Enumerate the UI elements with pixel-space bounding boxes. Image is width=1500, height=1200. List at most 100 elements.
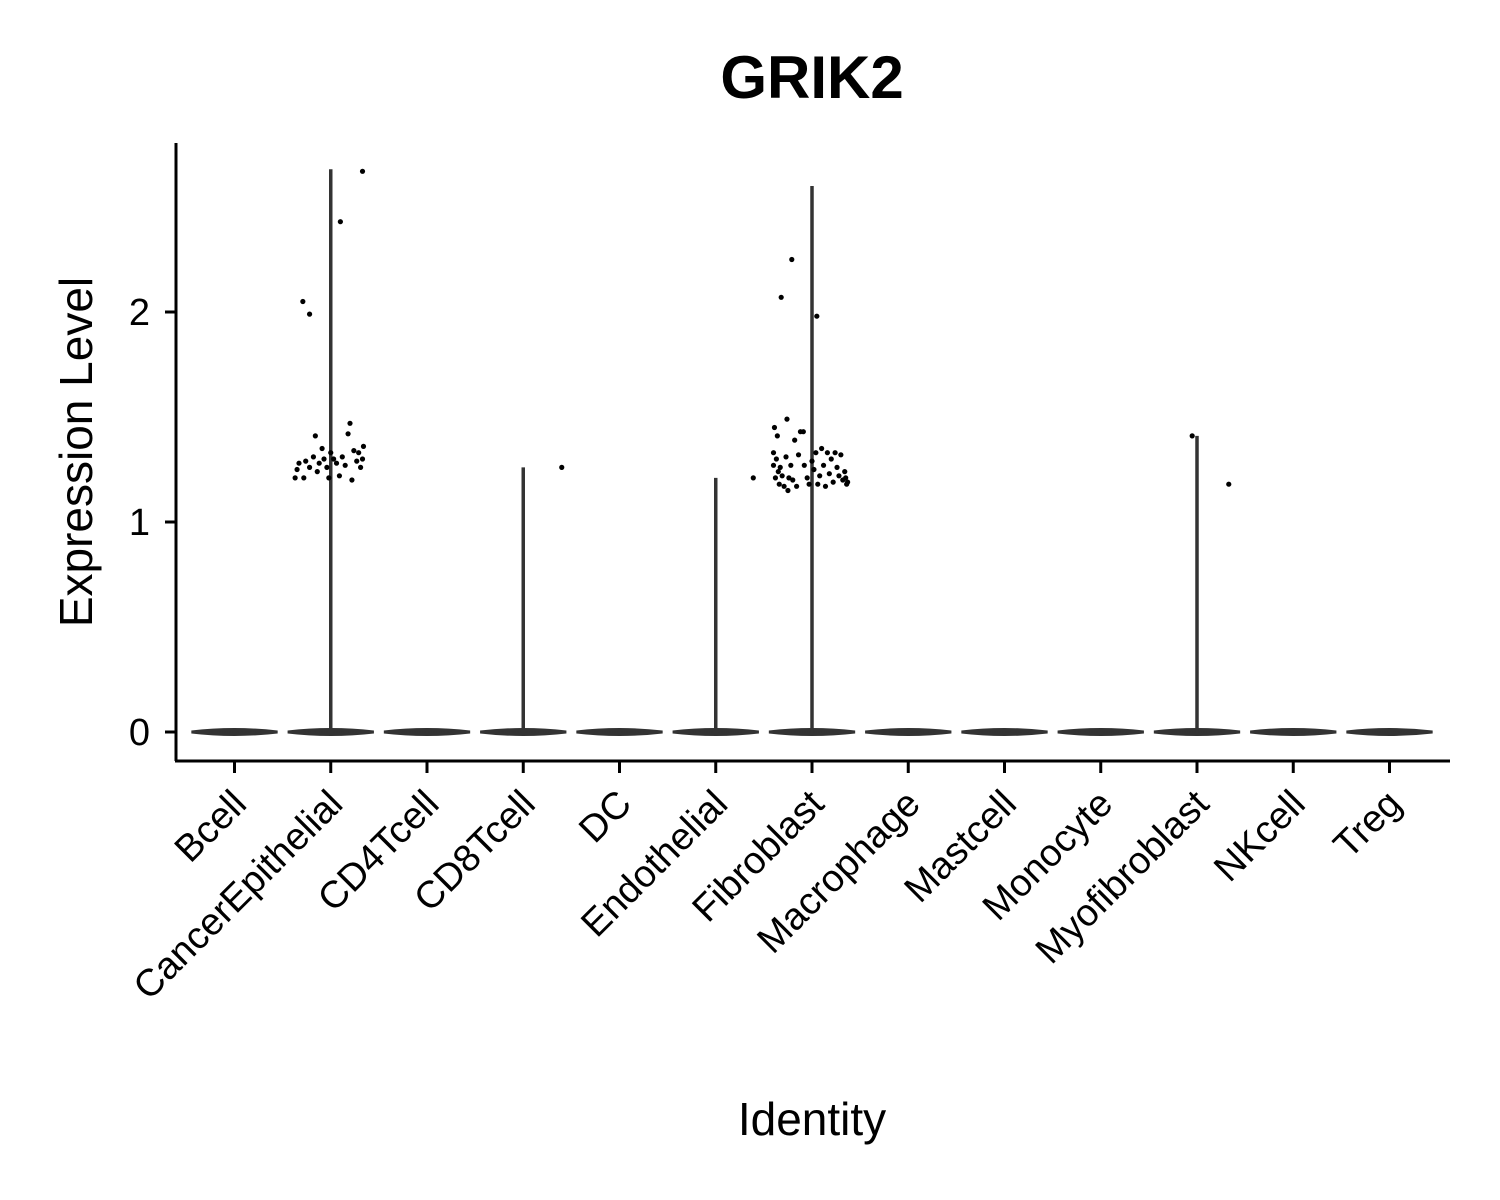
violin-base-treg [1346, 728, 1433, 736]
data-point [815, 481, 821, 487]
data-point [789, 256, 795, 263]
data-point [306, 311, 313, 317]
data-point [301, 475, 307, 481]
data-point [778, 294, 784, 300]
data-point [779, 473, 785, 479]
data-point [785, 487, 791, 494]
data-point [324, 464, 330, 470]
data-point [300, 298, 306, 305]
data-point [842, 469, 848, 475]
data-point [1226, 481, 1232, 487]
data-point [784, 416, 790, 422]
data-point [830, 479, 836, 485]
violin-base-cd4tcell [383, 728, 471, 736]
data-point [345, 431, 351, 437]
data-point [820, 462, 827, 468]
data-point [360, 443, 367, 449]
data-point [357, 464, 364, 470]
data-point [775, 469, 781, 475]
data-point [772, 475, 779, 481]
data-point [832, 450, 838, 456]
data-point [356, 450, 362, 456]
y-axis-label: Expression Level [50, 277, 102, 627]
data-point [773, 456, 779, 462]
data-point [312, 433, 318, 439]
data-point [776, 481, 782, 487]
data-point [800, 429, 806, 435]
data-point [750, 475, 756, 481]
data-point [804, 475, 810, 481]
data-point [790, 477, 796, 483]
data-point [822, 483, 829, 489]
data-point [786, 475, 792, 481]
data-point [806, 481, 812, 487]
y-axis-ticks: 0 1 2 [129, 292, 176, 754]
y-tick-label: 0 [129, 712, 150, 754]
violin-base-bcell [191, 728, 278, 736]
data-point [319, 445, 325, 452]
data-point [809, 458, 815, 464]
data-point [359, 456, 366, 462]
data-point [294, 466, 300, 473]
data-point [337, 219, 343, 225]
data-point [770, 462, 777, 468]
data-point [342, 462, 348, 468]
data-point [811, 466, 817, 473]
violin-base-monocyte [1057, 728, 1144, 736]
chart-title: GRIK2 [720, 44, 903, 111]
data-point [819, 445, 825, 452]
data-point [296, 460, 302, 466]
data-point [834, 464, 840, 470]
data-point [321, 456, 327, 462]
data-point [836, 473, 842, 479]
data-point [326, 475, 332, 481]
x-tick-label-dc: DC [571, 783, 640, 852]
data-point [333, 460, 340, 466]
y-tick-label: 2 [129, 292, 150, 334]
data-point [781, 483, 787, 489]
data-point [783, 454, 789, 460]
data-point [339, 454, 345, 460]
data-point [788, 462, 794, 468]
data-point [795, 452, 802, 458]
data-point [845, 479, 851, 485]
data-point [843, 475, 849, 481]
data-point [792, 437, 798, 443]
data-point [801, 462, 807, 468]
data-point [828, 456, 834, 462]
data-point [354, 458, 360, 464]
violin-marks [191, 169, 1433, 736]
violin-base-dc [576, 728, 663, 736]
data-point [314, 469, 320, 475]
violin-base-mastcell [961, 728, 1048, 736]
data-point [316, 460, 322, 466]
data-point [824, 450, 831, 456]
data-point [336, 473, 343, 479]
data-point [559, 464, 565, 470]
data-point [306, 464, 313, 470]
data-point [359, 168, 366, 174]
data-point [774, 433, 780, 439]
data-point [794, 483, 800, 489]
jitter-points [292, 168, 1232, 494]
data-point [813, 450, 819, 456]
data-point [347, 420, 353, 426]
violin-base-macrophage [865, 728, 952, 736]
data-point [303, 458, 309, 464]
data-point [826, 471, 832, 477]
violin-base-nkcell [1250, 728, 1337, 736]
data-point [771, 424, 778, 431]
data-point [1189, 433, 1195, 439]
data-point [310, 454, 317, 460]
x-axis-label: Identity [738, 1093, 886, 1145]
data-point [351, 448, 357, 454]
y-tick-label: 1 [129, 502, 150, 544]
data-point [331, 456, 337, 462]
data-point [814, 313, 820, 319]
x-tick-label-treg: Treg [1326, 783, 1410, 867]
data-point [349, 477, 355, 483]
data-point [292, 475, 298, 481]
data-point [838, 452, 844, 458]
